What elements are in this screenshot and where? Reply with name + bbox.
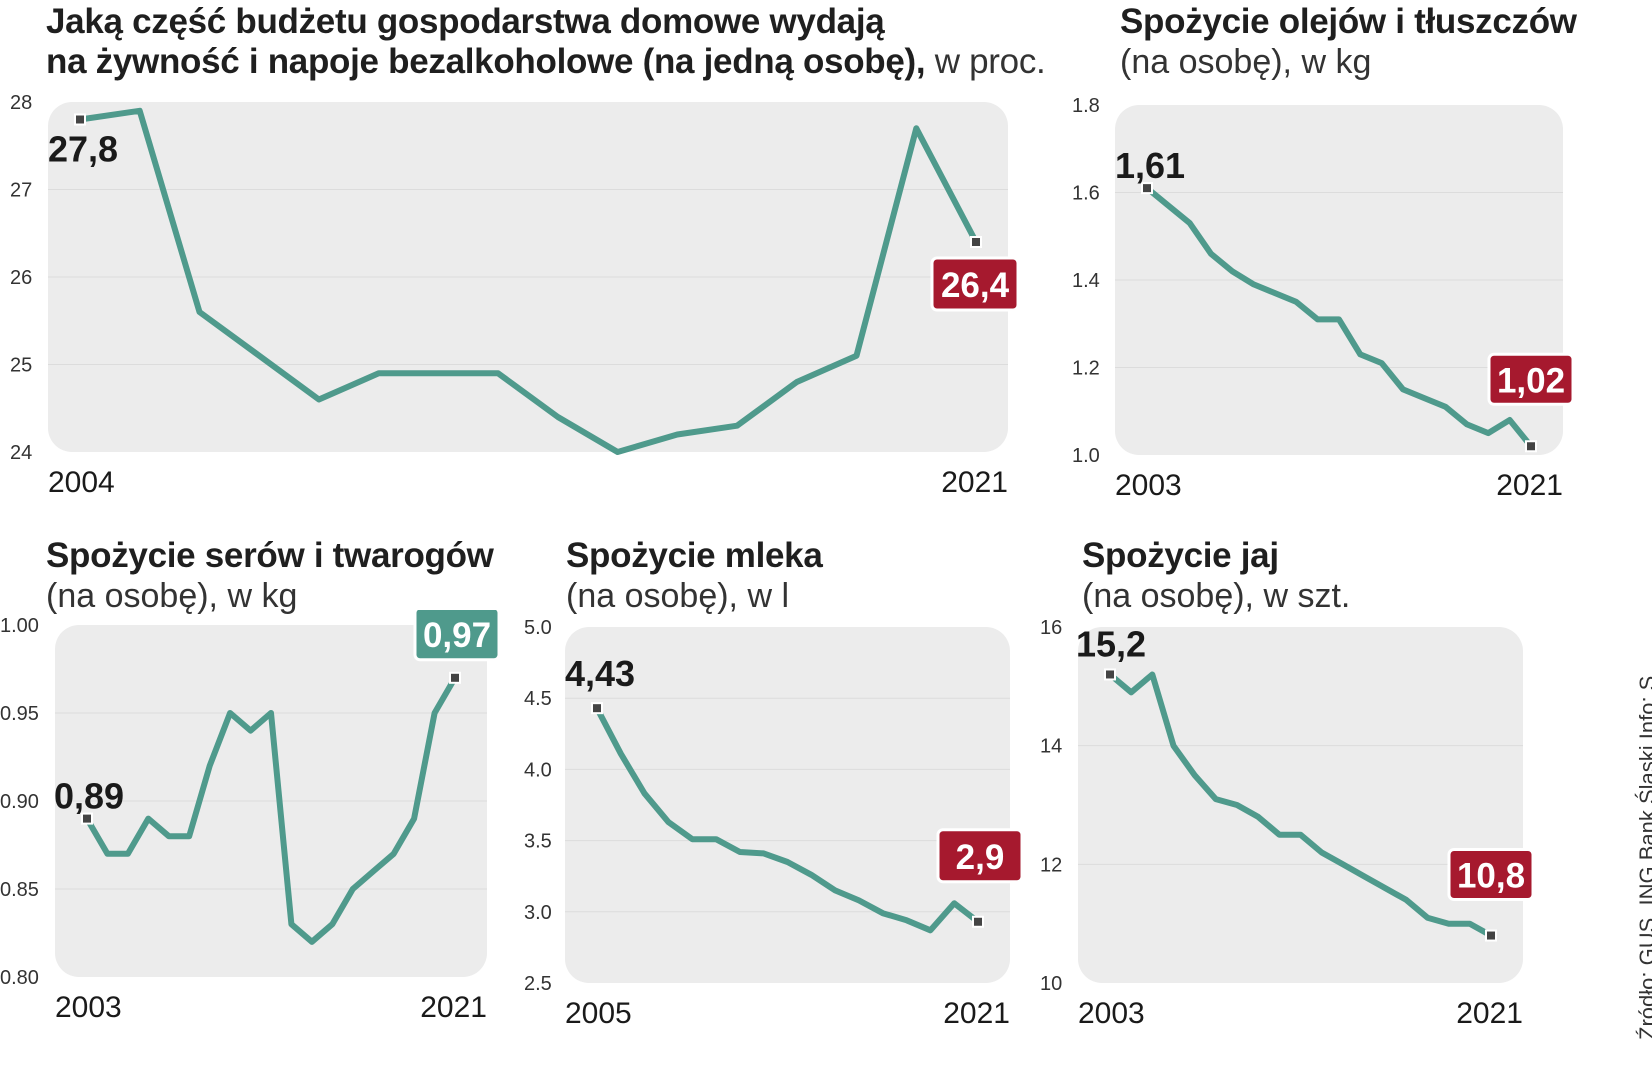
y-tick-label: 1.8: [1072, 95, 1100, 117]
y-tick-label: 0.90: [0, 791, 39, 813]
chart-unit-budzet: w proc.: [925, 42, 1046, 81]
y-tick-label: 3.0: [524, 902, 552, 924]
chart-budzet: 24 25 26 27 28 2004 2021 27,8 26,4: [10, 92, 1020, 499]
series-line: [84, 674, 458, 945]
y-tick-label: 4.5: [524, 688, 552, 710]
end-point-marker-core: [974, 917, 982, 926]
start-point-marker-core: [1143, 184, 1151, 193]
end-value-badge: [936, 828, 1024, 884]
series-line: [594, 705, 981, 934]
y-tick-label: 1.4: [1072, 270, 1100, 292]
y-tick-label: 0.95: [0, 703, 39, 725]
end-point-marker-core: [1487, 931, 1495, 940]
y-tick-label: 27: [10, 180, 32, 202]
y-tick-label: 12: [1040, 854, 1062, 876]
x-label-start: 2005: [565, 997, 632, 1030]
start-value-label: 4,43: [565, 653, 635, 694]
chart-sery: 0.80 0.85 0.90 0.95 1.00 2003 2021 0,89 0,97: [0, 610, 500, 1024]
chart-oleje: 1.0 1.2 1.4 1.6 1.8 2003 2021 1,61 1,02: [1072, 95, 1575, 502]
end-value-badge: [930, 256, 1020, 312]
x-label-start: 2003: [1078, 997, 1145, 1030]
start-point-marker-core: [76, 115, 84, 124]
y-tick-label: 1.6: [1072, 183, 1100, 205]
series-line: [1144, 185, 1534, 450]
x-label-start: 2003: [1115, 469, 1182, 502]
end-value-label: 10,8: [1457, 857, 1525, 896]
chart-subtitle-sery: (na osobę), w kg: [46, 577, 298, 615]
end-point-marker-core: [972, 238, 980, 246]
chart-jaja: 10 12 14 16 2003 2021 15,2 10,8: [1040, 617, 1535, 1030]
series-line: [77, 107, 979, 455]
source-note: Źródło: GUS, ING Bank Śląski Info: S: [1635, 676, 1652, 1040]
y-tick-label: 1.2: [1072, 358, 1100, 380]
end-point-marker-core: [1527, 442, 1535, 451]
y-tick-label: 25: [10, 355, 32, 377]
y-tick-label: 2.5: [524, 973, 552, 995]
end-value-badge: [1487, 352, 1575, 406]
start-point-marker-core: [83, 814, 91, 823]
y-tick-label: 24: [10, 442, 32, 464]
x-label-end: 2021: [941, 466, 1008, 499]
y-tick-label: 1.0: [1072, 445, 1100, 467]
end-value-badge: [413, 610, 500, 662]
end-value-label: 1,02: [1497, 361, 1565, 400]
chart-title-budzet: Jaką część budżetu gospodarstwa domowe w…: [46, 2, 885, 41]
y-tick-label: 5.0: [524, 617, 552, 639]
y-tick-label: 1.00: [0, 615, 39, 637]
start-point-marker-core: [593, 704, 601, 713]
series-line: [1107, 671, 1494, 939]
x-label-end: 2021: [943, 997, 1010, 1030]
y-tick-label: 28: [10, 92, 32, 114]
x-label-start: 2003: [55, 991, 122, 1024]
chart-subtitle-mleko: (na osobę), w l: [566, 577, 789, 615]
y-tick-label: 10: [1040, 973, 1062, 995]
chart-title-sery: Spożycie serów i twarogów: [46, 536, 494, 575]
end-value-label: 26,4: [941, 266, 1010, 305]
end-point-marker-core: [451, 673, 459, 682]
y-tick-label: 0.85: [0, 879, 39, 901]
y-tick-label: 14: [1040, 736, 1062, 758]
chart-title-jaja: Spożycie jaj: [1082, 536, 1279, 575]
end-value-label: 0,97: [423, 616, 491, 655]
start-value-label: 15,2: [1076, 623, 1146, 664]
chart-title-budzet-line2: na żywność i napoje bezalkoholowe (na je…: [46, 42, 1046, 81]
chart-subtitle-oleje: (na osobę), w kg: [1120, 43, 1372, 81]
plot-background: [1078, 627, 1523, 983]
x-label-end: 2021: [420, 991, 487, 1024]
y-tick-label: 16: [1040, 617, 1062, 639]
y-tick-label: 26: [10, 267, 32, 289]
start-point-marker-core: [1106, 670, 1114, 679]
chart-mleko: 2.5 3.0 3.5 4.0 4.5 5.0 2005 2021 4,43 2,9: [524, 617, 1024, 1030]
chart-title-oleje: Spożycie olejów i tłuszczów: [1120, 2, 1577, 41]
start-value-label: 27,8: [48, 129, 118, 170]
end-value-badge: [1447, 848, 1535, 902]
chart-subtitle-jaja: (na osobę), w szt.: [1082, 577, 1351, 615]
plot-background: [565, 627, 1010, 983]
chart-title-mleko: Spożycie mleka: [566, 536, 823, 575]
y-tick-label: 3.5: [524, 831, 552, 853]
start-value-label: 1,61: [1115, 145, 1185, 186]
x-label-end: 2021: [1456, 997, 1523, 1030]
x-label-end: 2021: [1496, 469, 1563, 502]
x-label-start: 2004: [48, 466, 115, 499]
end-value-label: 2,9: [956, 838, 1005, 877]
y-tick-label: 0.80: [0, 967, 39, 989]
y-tick-label: 4.0: [524, 759, 552, 781]
start-value-label: 0,89: [54, 776, 124, 817]
